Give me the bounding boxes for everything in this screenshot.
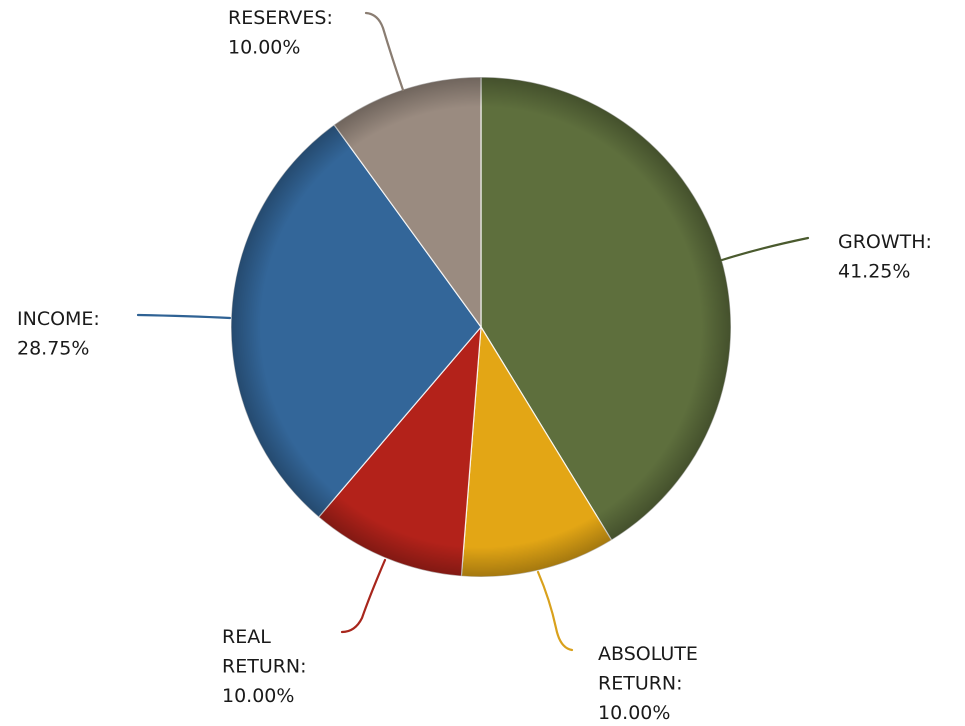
leader-line [722,238,808,260]
slice-name-label: ABSOLUTE [598,643,698,665]
slice-name-label: RETURN: [222,656,307,678]
leader-line [366,13,403,90]
pie-slices [231,77,731,577]
leader-line [138,315,230,318]
slice-value-label: 41.25% [838,261,910,283]
slice-name-label: RETURN: [598,673,683,695]
leader-line [342,560,385,632]
slice-value-label: 10.00% [598,702,670,724]
slice-label: ABSOLUTE RETURN: 10.00% [598,643,698,724]
slice-name-label: REAL [222,626,271,648]
slice-name-label: GROWTH: [838,231,932,253]
slice-label: REAL RETURN: 10.00% [222,626,307,707]
slice-value-label: 10.00% [228,37,300,59]
slice-value-label: 10.00% [222,685,294,707]
slice-label: GROWTH: 41.25% [838,231,932,283]
slice-label: INCOME: 28.75% [17,308,100,360]
slice-name-label: RESERVES: [228,7,333,29]
slice-value-label: 28.75% [17,338,89,360]
slice-label: RESERVES: 10.00% [228,7,333,59]
slice-name-label: INCOME: [17,308,100,330]
leader-line [538,572,572,650]
